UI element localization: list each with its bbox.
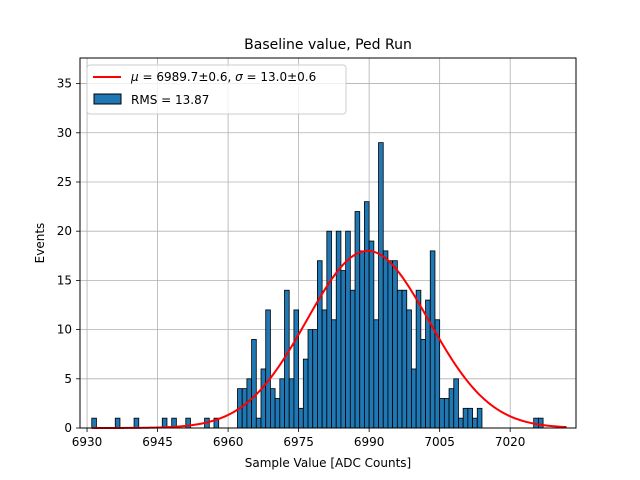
histogram-bar <box>279 378 285 429</box>
histogram-bar <box>335 230 342 429</box>
y-tick-label: 10 <box>57 323 72 337</box>
histogram-bar <box>321 309 328 429</box>
histogram-bar <box>411 368 417 429</box>
histogram-bar <box>472 417 478 429</box>
plot-frame <box>79 57 577 429</box>
legend-sigma-symbol: σ <box>235 70 243 84</box>
legend-fit-label: μ = 6989.7±0.6, σ = 13.0±0.6 <box>130 70 316 84</box>
histogram-bar <box>429 250 436 429</box>
histogram-bar <box>284 289 290 429</box>
histogram-bar <box>354 211 361 429</box>
histogram-bar <box>368 240 375 429</box>
histogram-bar <box>326 230 332 429</box>
y-tick-label: 15 <box>57 273 72 287</box>
histogram-bar <box>349 289 356 429</box>
histogram-bar <box>406 309 412 429</box>
histogram-bar <box>392 260 398 429</box>
histogram-bar <box>133 417 140 429</box>
histogram-bar <box>537 417 544 429</box>
histogram-bar <box>317 260 323 429</box>
y-axis-ticks: 0 5 10 15 20 25 30 35 <box>57 77 80 435</box>
histogram-bar <box>396 289 403 429</box>
histogram-bar <box>251 339 257 429</box>
legend-box <box>86 64 347 115</box>
histogram-bar <box>331 319 337 429</box>
x-tick-label: 7005 <box>424 435 455 449</box>
histogram-bar <box>415 289 422 429</box>
histogram-bar <box>387 260 394 429</box>
legend-mu-symbol: μ <box>130 70 139 84</box>
legend: μ = 6989.7±0.6, σ = 13.0±0.6 RMS = 13.87 <box>86 64 347 115</box>
histogram-bar <box>255 417 262 429</box>
histogram-bar <box>265 309 271 429</box>
histogram-bar <box>340 270 347 429</box>
histogram-bar <box>462 407 469 429</box>
y-tick-label: 0 <box>64 421 72 435</box>
histogram-bars <box>91 142 544 429</box>
histogram-bar <box>260 368 267 429</box>
histogram-bar <box>270 388 276 429</box>
y-tick-label: 30 <box>57 126 72 140</box>
histogram-bar <box>293 309 300 429</box>
y-tick-label: 25 <box>57 175 72 189</box>
histogram-bar <box>401 289 408 429</box>
y-axis-label: Events <box>33 223 47 264</box>
x-tick-label: 6945 <box>142 435 173 449</box>
legend-hist-swatch <box>93 93 122 105</box>
histogram-bar <box>453 378 459 429</box>
histogram-bar <box>302 358 309 429</box>
histogram-bar <box>307 329 314 429</box>
chart-title: Baseline value, Ped Run <box>244 37 412 53</box>
histogram-bar <box>364 201 370 429</box>
histogram-bar <box>448 388 455 429</box>
legend-mu-value: = 6989.7±0.6, <box>139 70 235 84</box>
histogram-bar <box>373 319 379 429</box>
x-tick-label: 6930 <box>72 435 103 449</box>
x-axis-ticks: 6930 6945 6960 6975 6990 7005 7020 <box>72 428 526 449</box>
histogram-bar <box>312 329 318 429</box>
y-tick-label: 35 <box>57 77 72 91</box>
histogram-bar <box>382 250 389 429</box>
histogram-bar <box>443 398 450 429</box>
x-tick-label: 7020 <box>495 435 526 449</box>
histogram-bar <box>467 407 473 429</box>
histogram-bar <box>241 388 248 429</box>
histogram-bar <box>274 398 281 429</box>
histogram-bar <box>476 407 483 429</box>
histogram-bar <box>114 417 121 429</box>
histogram-bar <box>288 378 295 429</box>
y-tick-label: 5 <box>64 372 72 386</box>
x-tick-label: 6990 <box>354 435 385 449</box>
histogram-bar <box>420 339 426 429</box>
legend-sigma-value: = 13.0±0.6 <box>243 70 317 84</box>
legend-hist-label: RMS = 13.87 <box>131 93 209 107</box>
histogram-bar <box>458 417 464 429</box>
x-tick-label: 6960 <box>213 435 244 449</box>
histogram-bar <box>439 398 445 429</box>
histogram-bar <box>91 417 97 429</box>
y-tick-label: 20 <box>57 224 72 238</box>
histogram-bar <box>359 250 365 429</box>
histogram-bar <box>298 407 304 429</box>
histogram-bar <box>378 142 384 429</box>
x-tick-label: 6975 <box>283 435 314 449</box>
x-axis-label: Sample Value [ADC Counts] <box>245 456 411 470</box>
gaussian-fit-curve <box>91 249 567 429</box>
